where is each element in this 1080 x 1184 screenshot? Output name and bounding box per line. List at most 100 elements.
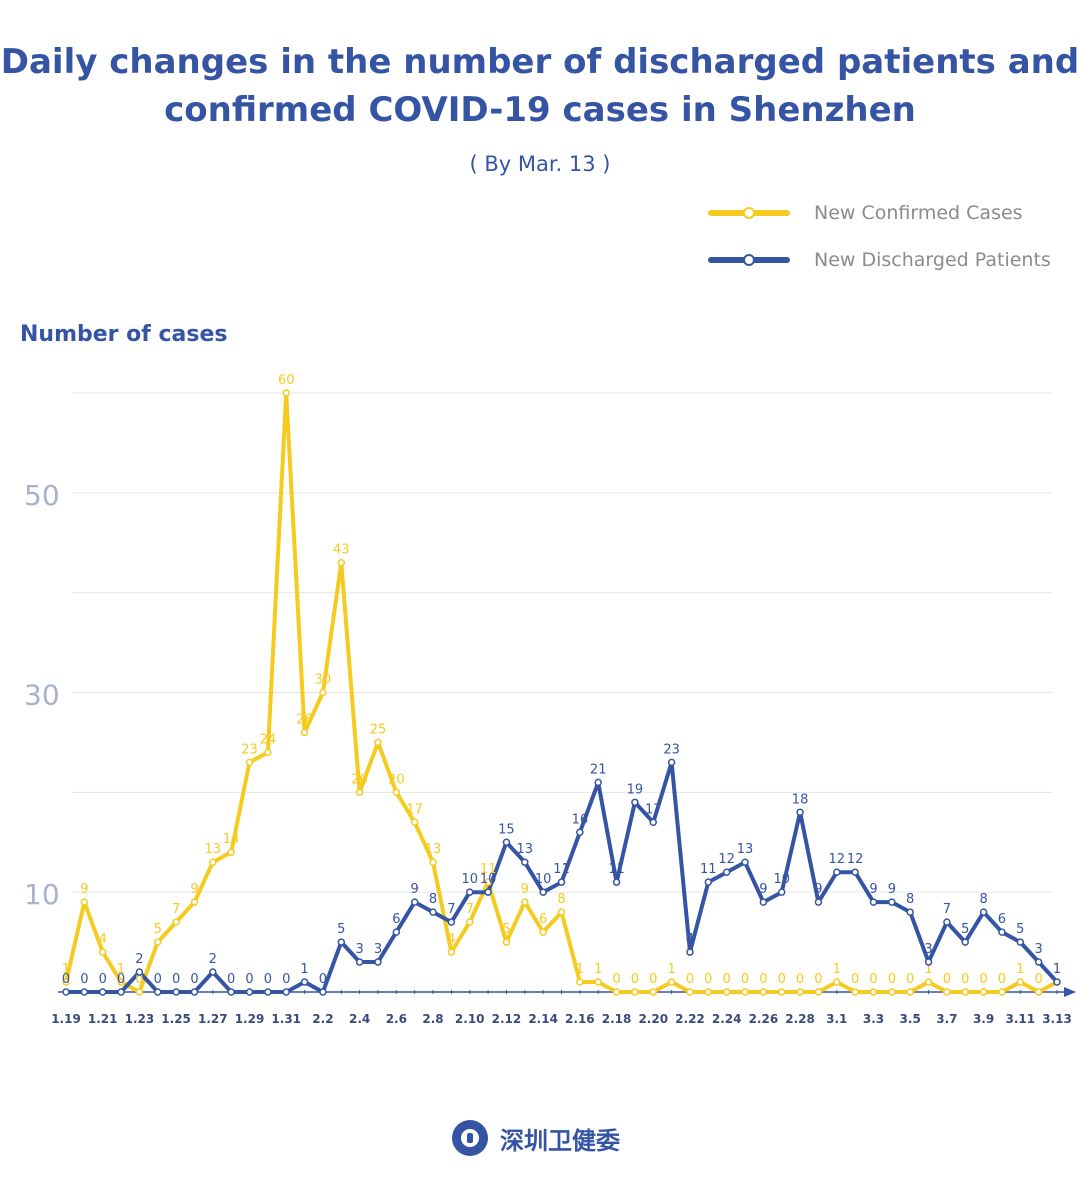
data-label-discharged: 8	[906, 892, 914, 907]
data-point-discharged	[62, 988, 70, 996]
x-tick-label: 2.22	[675, 1012, 705, 1026]
data-point-discharged	[833, 868, 841, 876]
data-label-discharged: 16	[572, 812, 589, 827]
legend-swatch-confirmed	[708, 207, 790, 219]
x-tick-label: 2.18	[602, 1012, 632, 1026]
data-point-confirmed	[337, 558, 346, 567]
data-point-discharged	[796, 808, 804, 817]
x-tick-label: 2.14	[528, 1012, 558, 1026]
data-label-confirmed: 25	[370, 722, 387, 737]
data-point-discharged	[484, 888, 492, 896]
data-point-confirmed	[704, 988, 713, 996]
data-point-confirmed	[961, 988, 969, 996]
data-label-confirmed: 0	[998, 972, 1006, 987]
data-point-confirmed	[557, 908, 566, 916]
data-point-discharged	[502, 838, 511, 846]
data-point-confirmed	[245, 758, 254, 767]
data-point-discharged	[447, 918, 456, 926]
data-label-confirmed: 0	[686, 972, 694, 987]
data-label-discharged: 12	[847, 852, 864, 867]
x-tick-label: 2.8	[422, 1012, 443, 1026]
data-label-discharged: 23	[663, 742, 680, 757]
x-tick-label: 1.27	[198, 1012, 228, 1026]
data-label-discharged: 1	[300, 962, 308, 977]
data-point-confirmed	[576, 978, 584, 986]
data-label-discharged: 10	[535, 872, 552, 887]
y-tick-label: 30	[24, 679, 60, 712]
x-tick-label: 3.1	[826, 1012, 847, 1026]
chart-subtitle: ( By Mar. 13 )	[469, 152, 611, 176]
legend-item-confirmed: New Confirmed Cases	[708, 198, 1068, 228]
data-label-confirmed: 1	[833, 962, 841, 977]
data-label-discharged: 11	[553, 862, 570, 877]
data-label-discharged: 7	[943, 902, 951, 917]
x-tick-label: 3.7	[936, 1012, 957, 1026]
data-point-discharged	[465, 888, 474, 896]
x-tick-label: 3.3	[863, 1012, 884, 1026]
data-point-confirmed	[484, 878, 492, 886]
data-label-discharged: 11	[700, 862, 717, 877]
data-point-confirmed	[924, 978, 933, 986]
title-line-2: confirmed COVID-19 cases in Shenzhen	[164, 90, 916, 130]
data-point-confirmed	[814, 988, 823, 996]
data-point-confirmed	[447, 948, 456, 956]
data-label-confirmed: 17	[406, 802, 423, 817]
x-tick-label: 2.10	[455, 1012, 485, 1026]
data-point-discharged	[979, 908, 988, 916]
data-label-confirmed: 23	[241, 742, 258, 757]
data-label-confirmed: 14	[223, 832, 240, 847]
data-label-discharged: 5	[961, 922, 969, 937]
data-label-discharged: 18	[792, 792, 809, 807]
data-label-discharged: 0	[245, 972, 253, 987]
x-tick-label: 2.12	[492, 1012, 522, 1026]
data-label-confirmed: 0	[631, 972, 639, 987]
data-label-discharged: 0	[319, 972, 327, 987]
data-point-confirmed	[319, 688, 327, 697]
data-point-discharged	[374, 958, 382, 966]
legend: New Confirmed Cases New Discharged Patie…	[708, 198, 1068, 292]
x-tick-label: 1.23	[125, 1012, 155, 1026]
legend-label-discharged: New Discharged Patients	[814, 249, 1051, 271]
y-axis-label: Number of cases	[20, 322, 228, 347]
data-point-confirmed	[190, 898, 199, 906]
data-label-discharged: 0	[99, 972, 107, 987]
data-label-confirmed: 1	[576, 962, 584, 977]
data-label-confirmed: 9	[521, 882, 529, 897]
data-point-discharged	[300, 978, 309, 986]
data-point-confirmed	[594, 978, 602, 986]
legend-label-confirmed: New Confirmed Cases	[814, 202, 1023, 224]
data-label-discharged: 2	[209, 952, 217, 967]
data-point-confirmed	[759, 988, 768, 996]
data-label-discharged: 6	[998, 912, 1006, 927]
data-point-confirmed	[796, 988, 804, 996]
data-point-confirmed	[80, 898, 89, 906]
data-label-confirmed: 0	[814, 972, 822, 987]
data-label-confirmed: 24	[260, 732, 277, 747]
data-label-confirmed: 8	[557, 892, 565, 907]
data-label-confirmed: 6	[539, 912, 547, 927]
data-point-discharged	[355, 958, 364, 966]
data-point-discharged	[667, 758, 676, 767]
data-label-discharged: 2	[135, 952, 143, 967]
data-label-confirmed: 0	[888, 972, 896, 987]
data-label-confirmed: 0	[135, 972, 143, 987]
x-tick-label: 2.28	[785, 1012, 815, 1026]
data-label-confirmed: 0	[961, 972, 969, 987]
data-label-confirmed: 0	[741, 972, 749, 987]
x-tick-label: 2.2	[312, 1012, 333, 1026]
data-label-discharged: 9	[869, 882, 877, 897]
data-label-discharged: 8	[429, 892, 437, 907]
data-label-discharged: 0	[62, 972, 70, 987]
data-point-discharged	[631, 798, 639, 807]
data-point-confirmed	[869, 988, 878, 996]
data-point-confirmed	[1016, 978, 1025, 986]
data-label-discharged: 9	[814, 882, 822, 897]
data-point-discharged	[1034, 958, 1043, 966]
data-point-discharged	[1053, 978, 1061, 986]
data-label-confirmed: 0	[796, 972, 804, 987]
data-label-confirmed: 7	[466, 902, 474, 917]
data-label-confirmed: 1	[594, 962, 602, 977]
legend-item-discharged: New Discharged Patients	[708, 245, 1068, 275]
data-point-confirmed	[209, 858, 217, 866]
data-label-discharged: 0	[154, 972, 162, 987]
